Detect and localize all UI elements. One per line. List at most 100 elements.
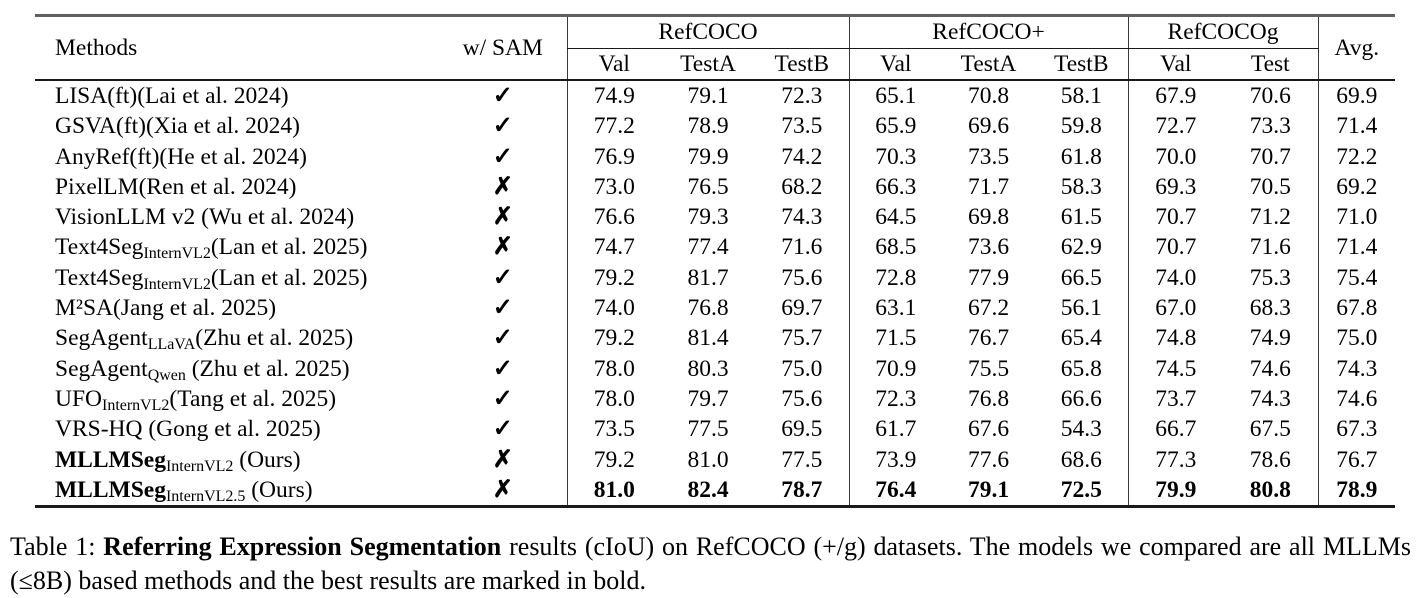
value-cell: 61.5 [1060, 204, 1102, 231]
value-cell: 70.7 [1127, 232, 1224, 263]
value-cell: 74.6 [1317, 383, 1396, 415]
method-main: MLLMSeg [55, 446, 166, 473]
caption-prefix: Table 1: [10, 532, 104, 562]
method-cell: MLLMSegInternVL2 (Ours) [35, 445, 439, 475]
value-cell: 64.5 [848, 202, 943, 233]
sam-cell: ✗ [439, 475, 567, 507]
value-cell: 77.5 [781, 446, 823, 473]
value-cell: 65.4 [1060, 325, 1102, 352]
value-cell: 72.5 [1060, 476, 1102, 503]
value-cell: 73.9 [848, 444, 943, 475]
value-cell: 58.1 [1060, 83, 1102, 109]
group-header-refcoco-plus: RefCOCO+ [848, 15, 1129, 49]
value-cell: 65.1 [848, 80, 943, 112]
sam-mark-icon: ✗ [492, 234, 513, 261]
table-row: LISA(ft)(Lai et al. 2024) ✓ 74.9 79.1 72… [35, 80, 1396, 112]
table-row: PixelLM(Ren et al. 2024) ✗ 73.0 76.5 68.… [35, 171, 1396, 203]
value-cell: 67.6 [967, 416, 1010, 443]
method-main: Text4Seg [55, 234, 144, 261]
value-cell: 66.3 [848, 171, 943, 203]
value-cell: 74.0 [566, 293, 661, 324]
value-cell: 68.3 [1249, 295, 1291, 322]
value-cell: 76.5 [687, 173, 729, 200]
value-cell: 70.7 [1249, 143, 1291, 170]
value-cell: 61.8 [1060, 143, 1102, 170]
value-cell: 75.5 [967, 355, 1010, 382]
paper-page: Methods w/ SAM RefCOCO RefCOCO+ RefCOCOg… [0, 14, 1423, 598]
value-cell: 76.7 [1317, 444, 1396, 475]
value-cell: 70.3 [848, 141, 943, 172]
method-tail: (Zhu et al. 2025) [185, 355, 350, 382]
value-cell: 72.7 [1127, 111, 1224, 142]
table-row: UFOInternVL2(Tang et al. 2025) ✓ 78.0 79… [35, 383, 1396, 415]
value-cell: 56.1 [1060, 295, 1102, 322]
method-cell: VRS-HQ (Gong et al. 2025) [35, 414, 439, 444]
sub-header-refcoco-plus-val: Val [848, 48, 943, 80]
value-cell: 65.8 [1060, 355, 1102, 382]
value-cell: 74.2 [781, 143, 823, 170]
value-cell: 81.0 [566, 474, 661, 507]
value-cell: 73.0 [566, 171, 661, 203]
value-cell: 79.1 [967, 476, 1010, 503]
value-cell: 74.6 [1249, 355, 1291, 382]
value-cell: 72.2 [1317, 141, 1396, 172]
value-cell: 75.6 [781, 385, 823, 412]
value-cell: 75.0 [1317, 323, 1396, 354]
table-row: VRS-HQ (Gong et al. 2025) ✓ 73.5 77.5 69… [35, 414, 1396, 445]
value-cell: 81.0 [687, 446, 729, 473]
table-row: VisionLLM v2 (Wu et al. 2024) ✗ 76.6 79.… [35, 202, 1396, 233]
value-cell: 76.6 [566, 202, 661, 233]
value-cell: 72.3 [848, 383, 943, 415]
value-cell: 66.5 [1060, 264, 1102, 291]
value-cell: 71.5 [848, 323, 943, 354]
value-cell: 79.3 [687, 204, 729, 231]
method-tail: (Jang et al. 2025) [112, 295, 277, 322]
group-header-refcoco: RefCOCO [566, 15, 850, 49]
value-cell: 70.8 [967, 83, 1010, 109]
sub-header-refcoco-testb: TestB [774, 51, 830, 77]
col-header-avg: Avg. [1317, 15, 1396, 80]
value-cell: 67.0 [1127, 293, 1224, 324]
sam-mark-icon: ✓ [492, 143, 513, 170]
sam-mark-icon: ✗ [492, 476, 513, 503]
sub-header-refcocog-val: Val [1127, 48, 1224, 80]
value-cell: 71.6 [781, 234, 823, 261]
method-main: GSVA(ft) [55, 113, 146, 140]
value-cell: 79.7 [687, 385, 729, 412]
value-cell: 76.8 [687, 295, 729, 322]
value-cell: 78.6 [1249, 446, 1291, 473]
sam-mark-icon: ✗ [492, 173, 513, 200]
sam-cell: ✗ [439, 445, 567, 475]
value-cell: 70.9 [848, 353, 943, 384]
method-main: MLLMSeg [55, 476, 166, 503]
sam-mark-icon: ✓ [492, 264, 513, 291]
method-cell: Text4SegInternVL2(Lan et al. 2025) [35, 232, 439, 262]
value-cell: 67.9 [1127, 80, 1224, 112]
value-cell: 67.2 [967, 295, 1010, 322]
table-row: M²SA(Jang et al. 2025) ✓ 74.0 76.8 69.7 … [35, 293, 1396, 324]
value-cell: 73.7 [1127, 383, 1224, 415]
method-main: UFO [55, 385, 103, 412]
value-cell: 72.8 [848, 262, 943, 294]
sam-mark-icon: ✓ [492, 113, 513, 140]
sam-cell: ✓ [439, 142, 567, 172]
value-cell: 77.5 [687, 416, 729, 443]
value-cell: 69.2 [1317, 171, 1396, 203]
sam-cell: ✗ [439, 232, 567, 262]
value-cell: 80.8 [1249, 476, 1291, 503]
sub-header-refcoco-plus-testb: TestB [1054, 51, 1109, 77]
value-cell: 70.5 [1249, 173, 1291, 200]
value-cell: 67.5 [1249, 416, 1291, 443]
value-cell: 74.9 [566, 80, 661, 112]
value-cell: 81.7 [687, 264, 729, 291]
method-cell: SegAgentQwen (Zhu et al. 2025) [35, 354, 439, 384]
results-table: Methods w/ SAM RefCOCO RefCOCO+ RefCOCOg… [35, 14, 1396, 509]
value-cell: 68.5 [848, 232, 943, 263]
value-cell: 75.7 [781, 325, 823, 352]
sam-cell: ✓ [439, 384, 567, 414]
value-cell: 74.8 [1127, 323, 1224, 354]
value-cell: 74.3 [1249, 385, 1291, 412]
value-cell: 71.2 [1249, 204, 1291, 231]
col-header-methods: Methods [55, 34, 138, 61]
method-main: SegAgent [55, 355, 148, 382]
